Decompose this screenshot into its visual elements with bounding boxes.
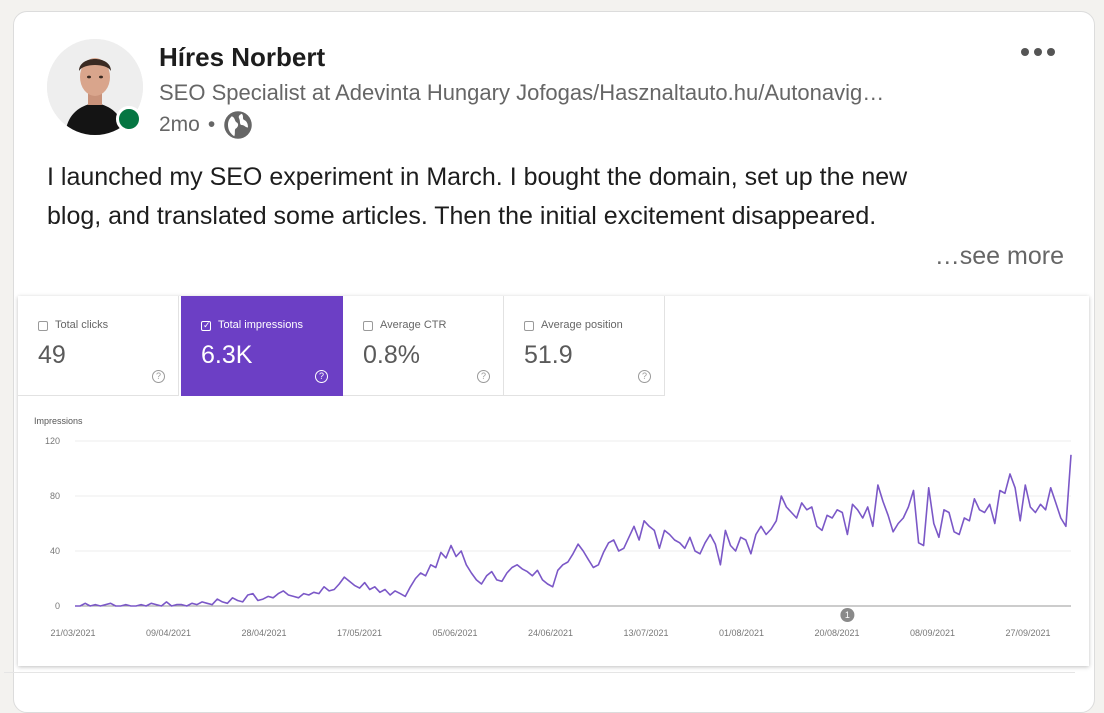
post-text-line: blog, and translated some articles. Then… xyxy=(47,202,877,230)
x-tick-label: 20/08/2021 xyxy=(814,628,859,638)
checkmark-icon: ✓ xyxy=(203,320,211,330)
x-tick-label: 27/09/2021 xyxy=(1005,628,1050,638)
help-icon: ? xyxy=(152,370,165,383)
x-tick-label: 28/04/2021 xyxy=(241,628,286,638)
author-photo xyxy=(47,39,143,135)
y-tick-label: 40 xyxy=(50,546,60,556)
online-status-icon xyxy=(116,106,142,132)
post-text: I launched my SEO experiment in March. I… xyxy=(47,158,1062,236)
x-tick-label: 05/06/2021 xyxy=(432,628,477,638)
avatar[interactable] xyxy=(47,39,143,135)
impressions-series-line xyxy=(75,454,1072,607)
metric-label: Total clicks xyxy=(55,319,109,331)
see-more-link[interactable]: …see more xyxy=(934,242,1064,270)
divider xyxy=(4,672,1075,673)
x-tick-label: 13/07/2021 xyxy=(623,628,668,638)
help-icon: ? xyxy=(315,370,328,383)
meta-separator: • xyxy=(207,113,216,136)
checkbox-icon xyxy=(363,321,373,331)
impressions-chart: Impressions 0 40 80 120 21/03/2021 09/04/2021 2… xyxy=(34,416,1072,638)
metric-value: 49 xyxy=(38,341,66,369)
x-tick-label: 21/03/2021 xyxy=(50,628,95,638)
globe-icon xyxy=(224,111,252,139)
y-tick-label: 0 xyxy=(55,601,60,611)
metric-tile-average-position: Average position 51.9 ? xyxy=(504,296,665,396)
author-name[interactable]: Híres Norbert xyxy=(159,42,326,72)
checkbox-icon xyxy=(38,321,48,331)
metric-value: 6.3K xyxy=(201,341,253,369)
y-tick-label: 80 xyxy=(50,491,60,501)
annotation-marker xyxy=(840,608,855,622)
checkbox-icon xyxy=(524,321,534,331)
metric-value: 51.9 xyxy=(524,341,573,369)
metric-tile-total-clicks: Total clicks 49 ? xyxy=(18,296,179,396)
more-options-icon[interactable] xyxy=(1014,38,1062,66)
metric-tile-total-impressions: ✓ Total impressions 6.3K ? xyxy=(181,296,343,396)
x-tick-label: 01/08/2021 xyxy=(719,628,764,638)
post-meta: 2mo • xyxy=(159,110,253,140)
x-tick-label: 17/05/2021 xyxy=(337,628,382,638)
annotation-label: 1 xyxy=(845,610,850,620)
x-tick-label: 09/04/2021 xyxy=(146,628,191,638)
post-card: Híres Norbert SEO Specialist at Adevinta… xyxy=(13,11,1095,713)
search-console-screenshot[interactable]: Total clicks 49 ? ✓ Total impressions 6.… xyxy=(18,296,1089,666)
x-tick-label: 08/09/2021 xyxy=(910,628,955,638)
metric-label: Total impressions xyxy=(218,319,303,331)
post-time: 2mo xyxy=(159,113,200,136)
metric-value: 0.8% xyxy=(363,341,420,369)
help-icon: ? xyxy=(638,370,651,383)
metric-label: Average CTR xyxy=(380,319,447,331)
metric-tile-average-ctr: Average CTR 0.8% ? xyxy=(343,296,504,396)
help-icon: ? xyxy=(477,370,490,383)
x-tick-label: 24/06/2021 xyxy=(528,628,573,638)
metric-label: Average position xyxy=(541,319,623,331)
y-axis-label: Impressions xyxy=(34,416,83,426)
y-tick-label: 120 xyxy=(45,436,60,446)
post-text-line: I launched my SEO experiment in March. I… xyxy=(47,163,908,191)
checkbox-icon xyxy=(201,321,211,331)
author-headline: SEO Specialist at Adevinta Hungary Jofog… xyxy=(159,80,885,105)
